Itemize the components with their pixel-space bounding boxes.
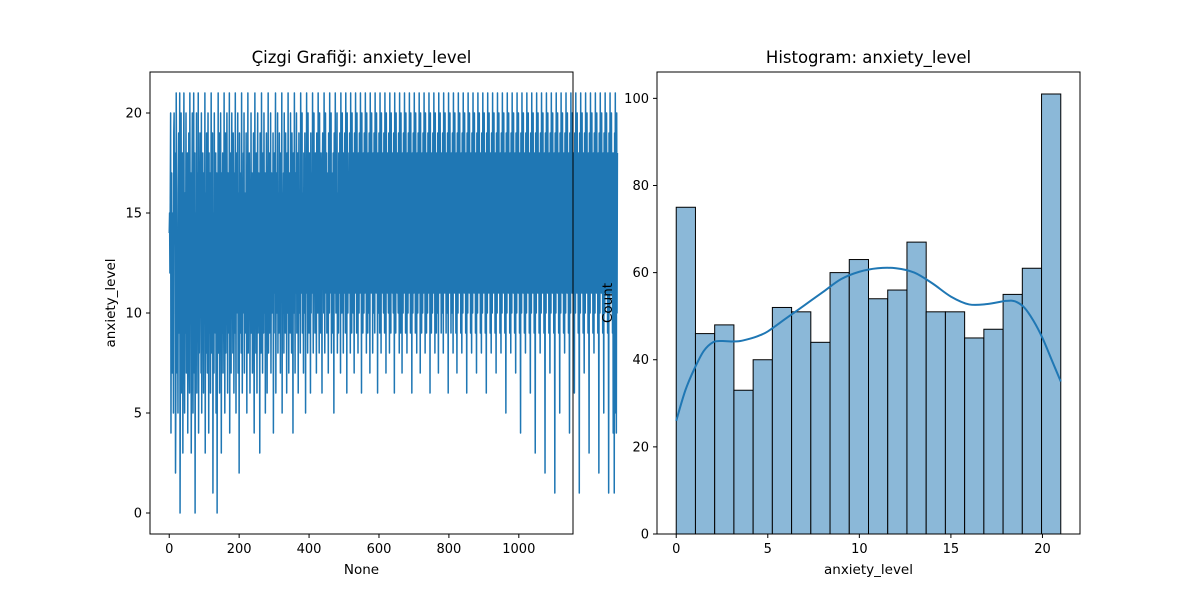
anxiety-level-line [168, 92, 619, 514]
histogram-y-tick-label: 100 [624, 92, 649, 107]
histogram-y-tick-label: 60 [632, 266, 649, 281]
line-x-tick-label: 400 [297, 542, 322, 557]
histogram-bar [1041, 93, 1062, 535]
line-y-axis-label: anxiety_level [103, 258, 119, 347]
histogram-title: Histogram: anxiety_level [766, 48, 971, 68]
histogram-chart: Histogram: anxiety_level 0 5 10 15 20 0 20 40 6… [600, 48, 1081, 578]
line-x-tick-label: 600 [367, 542, 392, 557]
histogram-y-tick-label: 40 [632, 353, 649, 368]
histogram-x-ticks: 0 5 10 15 20 [672, 534, 1051, 557]
line-chart: Çizgi Grafiği: anxiety_level 0 200 400 600 8… [103, 48, 619, 578]
line-y-tick-label: 0 [134, 507, 142, 522]
histogram-axes-frame [656, 71, 1081, 535]
line-x-tick-label: 200 [227, 542, 252, 557]
histogram-y-ticks: 0 20 40 60 80 100 [624, 92, 657, 543]
histogram-bar [1002, 293, 1023, 535]
histogram-bar [925, 311, 946, 535]
histogram-bar [733, 389, 754, 535]
histogram-bar [887, 289, 908, 535]
histogram-bar [752, 359, 773, 535]
line-y-tick-label: 15 [125, 207, 142, 222]
histogram-bar [848, 259, 869, 535]
histogram-bar [791, 311, 812, 535]
histogram-x-tick-label: 15 [943, 542, 960, 557]
histogram-bar [964, 337, 985, 535]
histogram-bar [714, 324, 735, 535]
line-y-tick-label: 5 [134, 407, 142, 422]
histogram-bar [983, 328, 1004, 535]
histogram-bars [675, 93, 1062, 535]
histogram-y-axis-label: Count [600, 283, 616, 323]
histogram-bar [829, 272, 850, 535]
histogram-x-tick-label: 10 [851, 542, 868, 557]
line-y-tick-label: 20 [125, 107, 142, 122]
histogram-bar [771, 306, 793, 535]
histogram-x-tick-label: 0 [672, 542, 680, 557]
histogram-y-tick-label: 20 [632, 440, 649, 455]
histogram-x-axis-label: anxiety_level [824, 562, 913, 578]
histogram-y-tick-label: 0 [641, 528, 649, 543]
histogram-bar [694, 333, 716, 535]
histogram-y-tick-label: 80 [632, 179, 649, 194]
line-x-ticks: 0 200 400 600 800 1000 [165, 534, 535, 557]
histogram-x-tick-label: 5 [764, 542, 772, 557]
line-x-tick-label: 1000 [502, 542, 535, 557]
line-y-ticks: 0 5 10 15 20 [125, 107, 150, 522]
line-axes-frame [149, 71, 574, 535]
line-x-tick-label: 800 [436, 542, 461, 557]
line-x-axis-label: None [344, 562, 379, 578]
line-chart-title: Çizgi Grafiği: anxiety_level [252, 48, 472, 68]
line-y-tick-label: 10 [125, 307, 142, 322]
histogram-x-tick-label: 20 [1034, 542, 1051, 557]
histogram-bar [944, 311, 966, 535]
histogram-bar [868, 298, 889, 535]
line-plot-area [168, 92, 619, 514]
histogram-bar [906, 241, 927, 535]
kde-curve [675, 266, 1062, 422]
histogram-bar [810, 341, 831, 535]
line-x-tick-label: 0 [165, 542, 173, 557]
